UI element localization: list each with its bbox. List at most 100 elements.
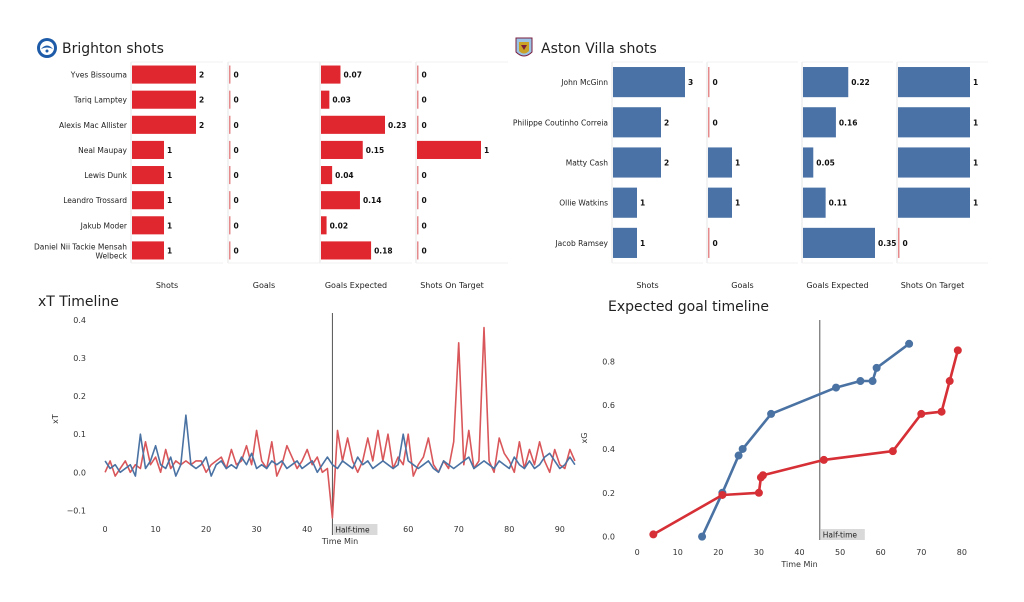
brighton-goals-expected-value-label: 0.02: [330, 221, 349, 230]
villa-metric-label: Goals: [731, 281, 753, 290]
brighton-goals-expected-value-label: 0.04: [335, 171, 354, 180]
expected-goal-timeline-x-axis-label: Time Min: [780, 560, 817, 569]
xt-timeline-x-tick-label: 0: [103, 525, 108, 534]
villa-goals-bar: [708, 227, 710, 258]
xt-timeline-y-tick-label: 0.4: [73, 316, 86, 325]
villa-goals-expected-bar: [803, 227, 875, 258]
brighton-goals-bar: [229, 166, 231, 185]
brighton-shots-on-target-bar: [417, 90, 419, 109]
brighton-shots-on-target-bar: [417, 241, 419, 260]
villa-goals-expected-value-label: 0.35: [878, 239, 897, 248]
xt-timeline-chart: 0102030405060708090−0.10.00.10.20.30.4Ti…: [51, 313, 576, 546]
xt-timeline-half-time-label: Half-time: [335, 526, 370, 535]
villa-goals-bar: [708, 67, 710, 98]
villa-shots-bar: [613, 227, 637, 258]
villa-player-label: Ollie Watkins: [559, 199, 608, 208]
villa-goals-expected-bar: [803, 187, 826, 218]
brighton-shots-value-label: 1: [167, 146, 172, 155]
expected-goal-timeline-x-tick-label: 80: [957, 548, 967, 557]
brighton-goals-expected-value-label: 0.23: [388, 121, 407, 130]
brighton-goals-bar: [229, 191, 231, 210]
xt-timeline-x-tick-label: 60: [403, 525, 413, 534]
villa-goals-value-label: 1: [735, 199, 740, 208]
expected-goal-timeline-villa-point: [738, 444, 747, 453]
brighton-goals-value-label: 0: [234, 221, 239, 230]
brighton-shots-on-target-value-label: 0: [422, 71, 427, 80]
brighton-shots-chart: Shots Goals Goals Expected Shots On Target Y…: [34, 61, 508, 290]
brighton-goals-expected-bar: [321, 241, 372, 260]
expected-goal-timeline-villa-point: [905, 339, 914, 348]
brighton-shots-on-target-bar: [417, 65, 419, 84]
expected-goal-timeline-villa-point: [832, 383, 841, 392]
expected-goal-timeline-brighton-point: [945, 377, 954, 386]
expected-goal-timeline-y-tick-label: 0.6: [602, 401, 615, 410]
xt-timeline-x-tick-label: 30: [252, 525, 262, 534]
villa-shots-bar: [613, 107, 661, 138]
expected-goal-timeline-x-tick-label: 40: [794, 548, 804, 557]
expected-goal-timeline-y-tick-label: 0.2: [602, 489, 615, 498]
brighton-shots-bar: [132, 241, 164, 260]
villa-goals-bar: [708, 187, 732, 218]
villa-goals-value-label: 0: [713, 118, 718, 127]
brighton-player-label: Neal Maupay: [78, 146, 127, 155]
villa-goals-expected-value-label: 0.16: [839, 118, 858, 127]
expected-goal-timeline-x-tick-label: 20: [713, 548, 723, 557]
brighton-goals-value-label: 0: [234, 146, 239, 155]
xt-timeline-x-tick-label: 20: [201, 525, 211, 534]
villa-shots-value-label: 1: [640, 199, 645, 208]
brighton-shots-value-label: 1: [167, 171, 172, 180]
brighton-goals-expected-bar: [321, 140, 363, 159]
villa-metric-label: Shots: [636, 281, 658, 290]
villa-shots-on-target-bar: [898, 107, 970, 138]
xt-timeline-half-time-label-bg: [333, 524, 378, 535]
xg-timeline-chart: 0 10 20 30 40 50 60 70 80 0.0 0.2 0.4 0.6 0.8 Time Min…: [580, 320, 967, 569]
xt-timeline-title: xT Timeline: [38, 294, 119, 310]
brighton-player-label: Tariq Lamptey: [73, 96, 128, 105]
brighton-shots-on-target-value-label: 0: [422, 96, 427, 105]
xt-timeline-x-tick-label: 80: [504, 525, 514, 534]
expected-goal-timeline-brighton-point: [917, 409, 926, 418]
brighton-crest-icon: [37, 38, 57, 58]
brighton-shots-bar: [132, 115, 196, 134]
brighton-metric-label: Goals: [253, 281, 275, 290]
brighton-shots-on-target-value-label: 1: [484, 146, 489, 155]
xt-timeline-villa-series-line: [104, 414, 576, 477]
expected-goal-timeline-villa-point: [872, 363, 881, 372]
xt-timeline-x-tick-label: 10: [150, 525, 160, 534]
brighton-goals-expected-value-label: 0.07: [343, 71, 362, 80]
expected-goal-timeline-y-tick-label: 0.0: [602, 533, 615, 542]
brighton-goals-expected-bar: [321, 166, 333, 185]
expected-goal-timeline-y-tick-label: 0.4: [602, 445, 615, 454]
brighton-shots-on-target-bar: [417, 191, 419, 210]
expected-goal-timeline-half-time-label: Half-time: [823, 531, 858, 540]
expected-goal-timeline-x-tick-label: 70: [916, 548, 926, 557]
expected-goal-timeline-x-tick-label: 60: [876, 548, 886, 557]
villa-goals-expected-value-label: 0.11: [829, 199, 848, 208]
aston-villa-shots-title: Aston Villa shots: [541, 41, 657, 57]
brighton-shots-title: Brighton shots: [62, 41, 164, 57]
villa-shots-on-target-value-label: 1: [973, 199, 978, 208]
brighton-goals-bar: [229, 90, 231, 109]
brighton-player-label: Lewis Dunk: [84, 171, 127, 180]
expected-goal-timeline-x-tick-label: 50: [835, 548, 845, 557]
brighton-shots-on-target-value-label: 0: [422, 171, 427, 180]
brighton-metric-label: Shots On Target: [420, 281, 484, 290]
expected-goal-timeline-villa-point: [767, 409, 776, 418]
expected-goal-timeline-brighton-series-line: [652, 349, 960, 536]
brighton-shots-value-label: 1: [167, 221, 172, 230]
brighton-goals-value-label: 0: [234, 71, 239, 80]
villa-goals-expected-value-label: 0.05: [816, 159, 835, 168]
villa-shots-on-target-bar: [898, 67, 970, 98]
brighton-shots-bar: [132, 216, 164, 235]
brighton-metric-label: Shots: [156, 281, 178, 290]
brighton-shots-on-target-bar: [417, 140, 481, 159]
brighton-shots-value-label: 1: [167, 246, 172, 255]
brighton-goals-expected-bar: [321, 90, 330, 109]
expected-goal-timeline-x-tick-label: 0: [635, 548, 640, 557]
villa-player-label: Philippe Coutinho Correia: [513, 118, 608, 127]
villa-shots-value-label: 1: [640, 239, 645, 248]
villa-shots-value-label: 2: [664, 118, 669, 127]
brighton-goals-bar: [229, 65, 231, 84]
expected-goal-timeline-brighton-point: [758, 471, 767, 480]
